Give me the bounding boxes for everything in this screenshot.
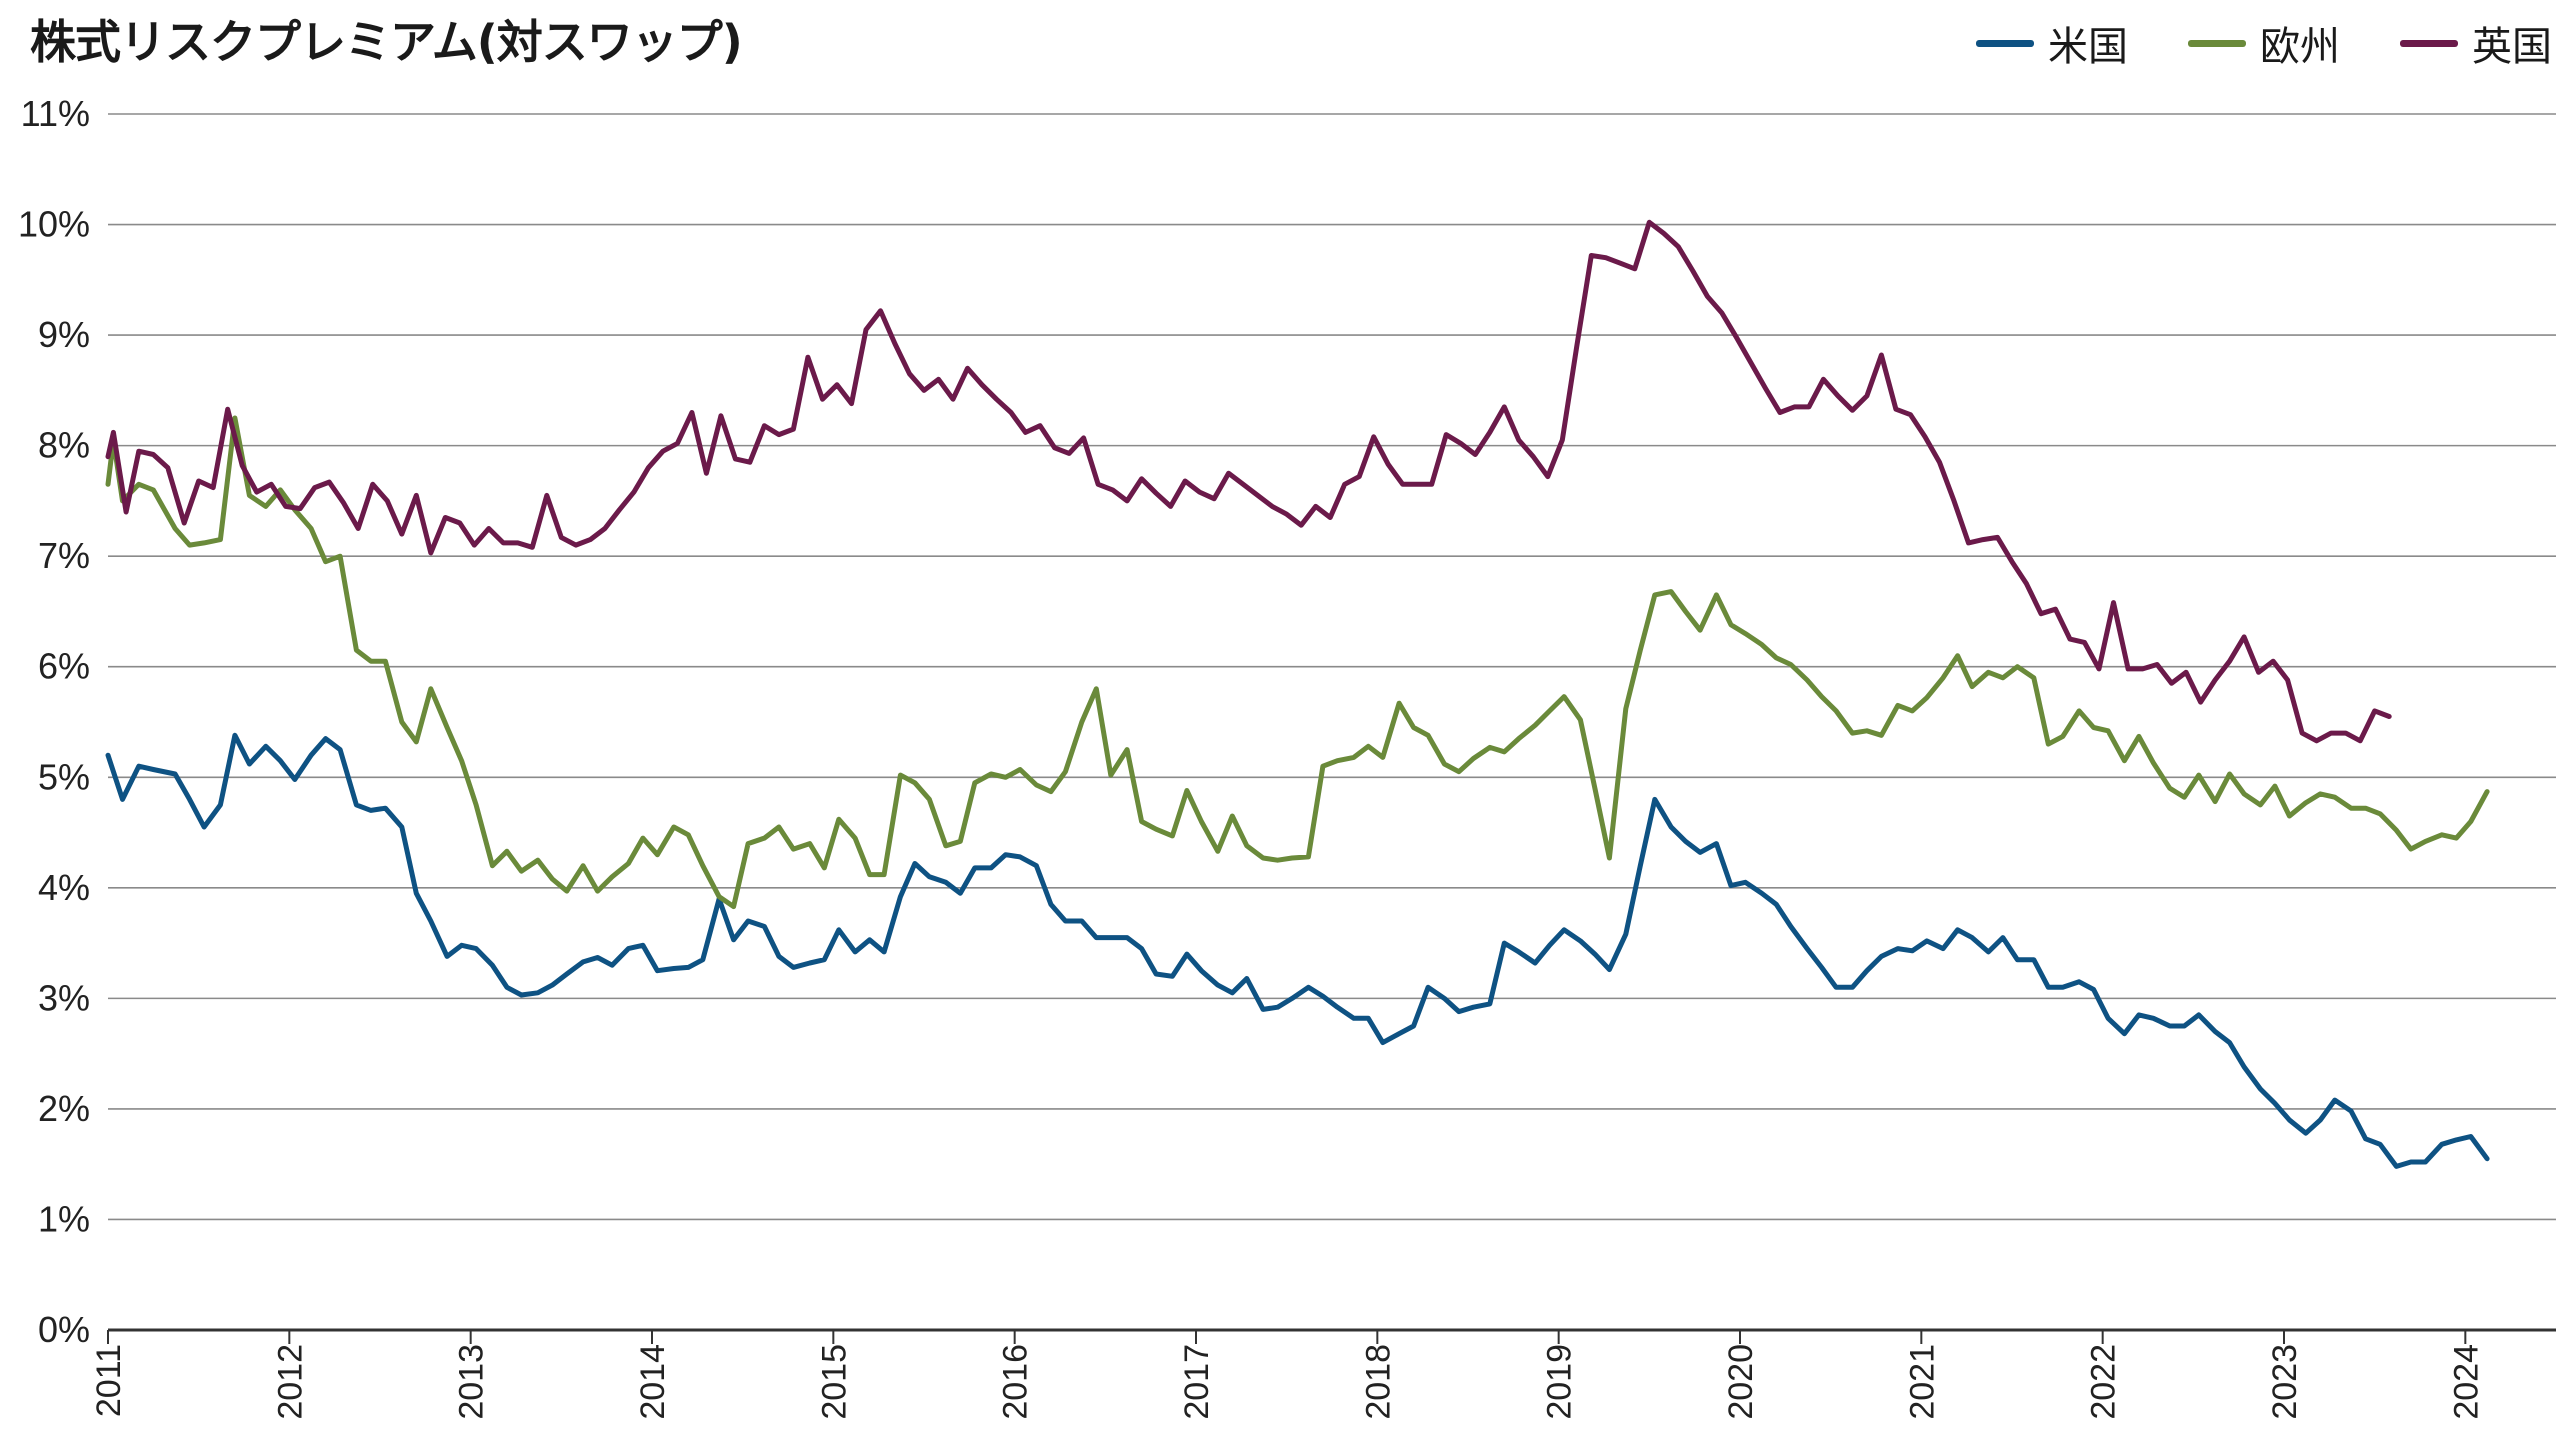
y-tick-label: 3%	[38, 977, 90, 1018]
y-tick-label: 9%	[38, 314, 90, 355]
x-tick-label: 2022	[2085, 1344, 2123, 1420]
legend-swatch-uk	[2400, 39, 2458, 47]
legend-swatch-us	[1976, 39, 2034, 47]
x-tick-label: 2018	[1359, 1344, 1397, 1420]
legend-item-europe: 欧州	[2188, 14, 2340, 72]
y-axis-ticks: 0% 1% 2% 3% 4% 5% 6% 7% 8% 9% 10% 11%	[18, 93, 90, 1350]
y-tick-label: 7%	[38, 535, 90, 576]
x-tick-label: 2012	[271, 1344, 309, 1420]
series-lines	[105, 219, 2490, 1169]
y-tick-label: 0%	[38, 1309, 90, 1350]
legend-label-uk: 英国	[2472, 24, 2552, 70]
series-line-europe	[105, 415, 2490, 910]
x-tick-label: 2023	[2266, 1344, 2304, 1420]
legend-label-us: 米国	[2048, 24, 2128, 70]
x-tick-label: 2013	[453, 1344, 491, 1420]
x-tick-label: 2014	[634, 1344, 672, 1420]
x-tick-label: 2017	[1178, 1344, 1216, 1420]
legend: 米国 欧州 英国	[1976, 14, 2552, 72]
series-line-uk	[105, 219, 2392, 744]
x-axis-ticks: 2011 2012 2013 2014 2015 2016 2017 2018 2019 2020…	[90, 1330, 2485, 1420]
y-tick-label: 2%	[38, 1088, 90, 1129]
y-tick-label: 4%	[38, 867, 90, 908]
legend-item-us: 米国	[1976, 14, 2128, 72]
y-tick-label: 6%	[38, 646, 90, 687]
x-tick-label: 2021	[1903, 1344, 1941, 1420]
x-tick-label: 2019	[1541, 1344, 1579, 1420]
x-tick-label: 2020	[1722, 1344, 1760, 1420]
legend-swatch-europe	[2188, 39, 2246, 47]
x-tick-label: 2011	[90, 1344, 128, 1417]
chart-title: 株式リスクプレミアム(対スワップ)	[30, 15, 743, 69]
legend-label-europe: 欧州	[2260, 24, 2340, 70]
y-tick-label: 5%	[38, 756, 90, 797]
legend-item-uk: 英国	[2400, 14, 2552, 72]
x-tick-label: 2024	[2447, 1344, 2485, 1420]
series-line-us	[105, 732, 2490, 1169]
gridlines	[108, 113, 2556, 1332]
y-tick-label: 1%	[38, 1198, 90, 1239]
y-tick-label: 10%	[18, 204, 90, 245]
y-tick-label: 8%	[38, 425, 90, 466]
y-tick-label: 11%	[21, 93, 90, 134]
x-tick-label: 2016	[997, 1344, 1035, 1420]
x-tick-label: 2015	[815, 1344, 853, 1420]
